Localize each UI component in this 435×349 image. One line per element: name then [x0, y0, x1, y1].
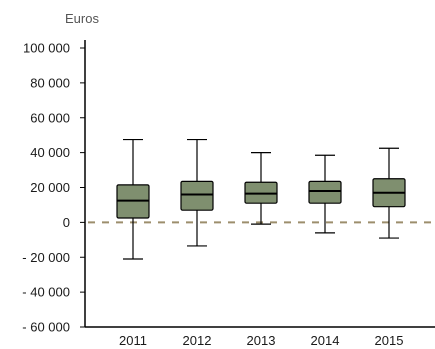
y-tick-label: 60 000 — [30, 110, 70, 125]
box-series — [116, 138, 406, 260]
y-unit-label: Euros — [65, 11, 99, 26]
y-tick-label: 80 000 — [30, 75, 70, 90]
x-tick-label: 2011 — [119, 333, 147, 348]
x-tick-label: 2014 — [311, 333, 340, 348]
y-tick-label: 40 000 — [30, 145, 70, 160]
y-tick-label: 20 000 — [30, 180, 70, 195]
x-tick-label: 2015 — [375, 333, 404, 348]
y-tick-label: - 60 000 — [22, 320, 70, 335]
y-tick-label: - 40 000 — [22, 285, 70, 300]
y-tick-label: 100 000 — [23, 41, 70, 56]
box-2014 — [308, 154, 342, 234]
y-tick-label: - 20 000 — [22, 250, 70, 265]
x-tick-labels: 2011 2012 2013 2014 2015 — [119, 333, 403, 348]
y-tick-labels: 100 000 80 000 60 000 40 000 20 000 0 - 20 000… — [22, 41, 70, 335]
x-tick-label: 2012 — [183, 333, 212, 348]
y-tick-label: 0 — [63, 215, 70, 230]
box-2015 — [372, 147, 406, 239]
box-2013 — [244, 152, 278, 225]
y-axis-ticks — [80, 47, 85, 328]
box-2012 — [180, 138, 214, 247]
iqr-box — [180, 180, 214, 211]
x-tick-label: 2013 — [247, 333, 276, 348]
iqr-box — [308, 180, 342, 204]
box-2011 — [116, 138, 150, 260]
